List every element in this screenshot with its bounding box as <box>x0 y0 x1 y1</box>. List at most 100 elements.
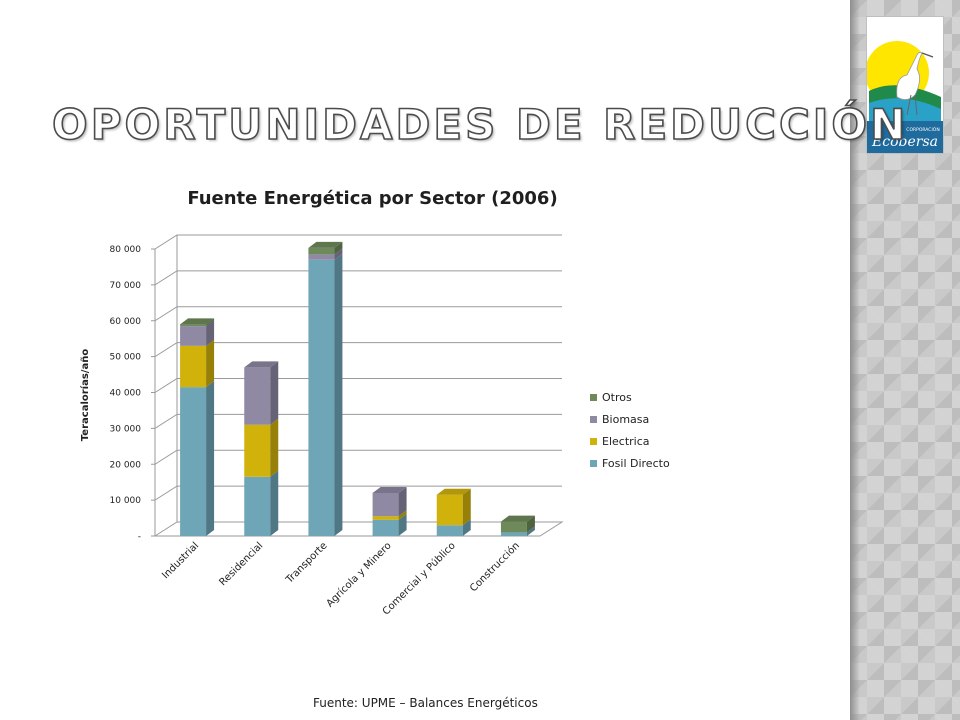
legend-label: Fosil Directo <box>602 457 670 470</box>
bar-top <box>244 361 279 368</box>
bar-segment <box>308 248 343 260</box>
bar-segment <box>180 318 215 327</box>
gridline <box>154 342 562 358</box>
x-category-label: Comercial y Público <box>380 540 458 618</box>
bar-side <box>206 381 215 536</box>
bar-segment <box>244 418 279 477</box>
bar-front <box>500 521 527 533</box>
bar-side <box>270 470 279 536</box>
y-tick-label: 30 000 <box>110 424 142 434</box>
legend-entry: Otros <box>590 391 632 404</box>
legend-label: Biomasa <box>602 413 649 426</box>
bar-front <box>372 492 399 517</box>
legend-label: Electrica <box>602 435 650 448</box>
ecobersa-logo: CORPORACIÓN Ecobersa <box>865 16 944 154</box>
axis-layer: - 10 000 20 000 30 000 40 000 50 000 60 000 70 … <box>110 245 156 542</box>
bar-side <box>334 248 343 260</box>
x-category-label: Residencial <box>218 540 266 588</box>
bar-front <box>244 367 271 425</box>
bar-segment <box>180 339 215 388</box>
bar-front <box>308 247 335 255</box>
bar-front <box>180 324 207 327</box>
bar-segment <box>244 470 279 536</box>
category-label-layer: Industrial Residencial TransporteAgrícola … <box>160 540 522 618</box>
y-tick-label: 10 000 <box>110 496 142 506</box>
grid-layer <box>153 234 564 537</box>
bar-front <box>372 516 399 520</box>
bar-segment <box>308 241 343 255</box>
bar-side <box>526 515 535 533</box>
ecobersa-logo-graphic: CORPORACIÓN Ecobersa <box>865 41 943 153</box>
bar-front <box>436 525 463 536</box>
bar-side <box>206 320 215 346</box>
legend-label: Otros <box>602 391 632 404</box>
y-tick-label: 60 000 <box>110 317 142 327</box>
bar-side <box>206 318 215 327</box>
bar-segment <box>308 253 343 536</box>
bar-segment <box>244 361 279 425</box>
bar-side <box>462 519 471 536</box>
bar-segment <box>180 320 215 346</box>
bar-front <box>180 345 207 388</box>
y-tick-label: - <box>138 532 141 542</box>
bar-side <box>398 486 407 517</box>
bar-front <box>372 519 399 536</box>
bar-segment <box>372 513 407 536</box>
svg-text:CORPORACIÓN: CORPORACIÓN <box>906 126 939 133</box>
x-category-label: Transporte <box>284 540 330 586</box>
bar-segment <box>372 510 407 520</box>
x-category-label: Industrial <box>160 540 201 581</box>
bar-segment <box>436 488 471 526</box>
gridline <box>154 449 562 465</box>
bar-front <box>244 424 271 477</box>
bar-top <box>500 515 535 522</box>
gridline <box>154 306 562 322</box>
gridline <box>154 378 562 393</box>
bar-side <box>334 241 343 255</box>
bar-front <box>244 476 271 536</box>
bar-top <box>436 488 471 495</box>
legend-layer: Otros Biomasa Electrica Fosil Directo <box>590 391 670 470</box>
bar-top <box>372 486 407 493</box>
bar-front <box>436 494 463 526</box>
gridline <box>154 413 562 429</box>
bar-front <box>180 387 207 536</box>
slide-title: OPORTUNIDADES DE REDUCCIÓN <box>51 99 909 150</box>
svg-text:Ecobersa: Ecobersa <box>871 134 938 150</box>
bar-side <box>398 510 407 520</box>
x-category-label: Agrícola y Minero <box>324 540 394 610</box>
legend-entry: Biomasa <box>590 413 649 426</box>
bar-side <box>526 526 535 536</box>
x-category-label: Construcción <box>467 540 522 595</box>
legend-entry: Electrica <box>590 435 650 448</box>
bar-side <box>398 513 407 536</box>
bar-side <box>334 253 343 536</box>
bar-layer <box>180 241 535 536</box>
bar-segment <box>500 526 535 536</box>
y-tick-label: 20 000 <box>110 460 142 470</box>
bar-front <box>180 326 207 346</box>
y-tick-label: 70 000 <box>110 281 142 291</box>
chart-title: Fuente Energética por Sector (2006) <box>187 188 558 209</box>
bar-segment <box>500 515 535 533</box>
gridline <box>154 270 562 286</box>
gridline <box>154 485 562 501</box>
bar-front <box>308 254 335 260</box>
y-tick-label: 80 000 <box>110 245 142 255</box>
y-tick-label: 50 000 <box>110 353 142 363</box>
bar-side <box>462 488 471 526</box>
legend-swatch <box>590 394 597 401</box>
legend-swatch <box>590 460 597 467</box>
legend-swatch <box>590 416 597 423</box>
y-axis-title: Teracalorías/año <box>79 349 91 442</box>
bar-top <box>180 318 215 325</box>
bar-front <box>500 532 527 536</box>
bar-segment <box>436 519 471 536</box>
legend-entry: Fosil Directo <box>590 457 670 470</box>
gridline <box>154 234 562 250</box>
bar-front <box>308 259 335 536</box>
bar-top <box>308 241 343 248</box>
bar-side <box>270 361 279 425</box>
bar-segment <box>372 486 407 517</box>
